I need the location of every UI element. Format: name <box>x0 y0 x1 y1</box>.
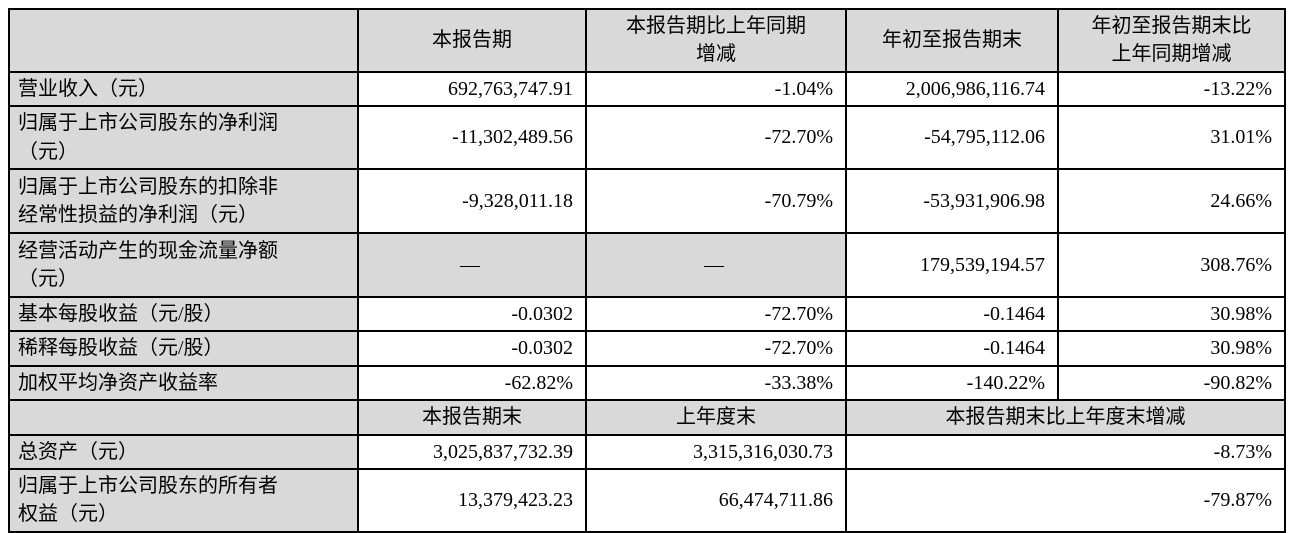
row-label-cell: 归属于上市公司股东的净利润 （元） <box>8 105 359 170</box>
header-current-period-yoy-change: 本报告期比上年同期 增减 <box>585 8 847 73</box>
value-cell: -11,302,489.56 <box>357 105 587 170</box>
row-label-cell: 经营活动产生的现金流量净额 （元） <box>8 231 359 298</box>
value-cell: -62.82% <box>357 364 587 402</box>
value-cell: 13,379,423.23 <box>357 467 587 533</box>
header-current-period: 本报告期 <box>357 8 587 73</box>
table-row: 稀释每股收益（元/股） -0.0302 -72.70% -0.1464 30.98% <box>8 330 1286 367</box>
value-cell: 3,025,837,732.39 <box>357 433 587 470</box>
value-cell: -72.70% <box>585 295 847 333</box>
value-cell: -0.1464 <box>845 295 1059 333</box>
value-cell: 179,539,194.57 <box>845 231 1059 298</box>
subheader-change-vs-last-year-end: 本报告期末比上年度末增减 <box>845 399 1286 436</box>
value-cell: 24.66% <box>1057 167 1286 234</box>
table-row: 加权平均净资产收益率 -62.82% -33.38% -140.22% -90.82% <box>8 364 1286 402</box>
value-cell: -72.70% <box>585 105 847 170</box>
table-row: 总资产（元） 3,025,837,732.39 3,315,316,030.73 -8… <box>8 433 1286 470</box>
row-label-cell: 总资产（元） <box>8 433 359 470</box>
value-cell: 30.98% <box>1057 330 1286 367</box>
value-cell: -0.1464 <box>845 330 1059 367</box>
value-cell: -13.22% <box>1057 70 1286 108</box>
subheader-corner-cell <box>8 399 359 436</box>
row-label-cell: 基本每股收益（元/股） <box>8 295 359 333</box>
value-cell: 31.01% <box>1057 105 1286 170</box>
header-year-to-date: 年初至报告期末 <box>845 8 1059 73</box>
value-cell-merged: -8.73% <box>845 433 1286 470</box>
value-cell: -72.70% <box>585 330 847 367</box>
row-label-cell: 归属于上市公司股东的扣除非 经常性损益的净利润（元） <box>8 167 359 234</box>
not-applicable-cell: — <box>357 231 587 298</box>
subheader-end-of-last-year: 上年度末 <box>585 399 847 436</box>
table-row: 经营活动产生的现金流量净额 （元） — —179,539,194.57 308.76% <box>8 231 1286 298</box>
value-cell: -9,328,011.18 <box>357 167 587 234</box>
value-cell-merged: -79.87% <box>845 467 1286 533</box>
value-cell: -1.04% <box>585 70 847 108</box>
value-cell: -90.82% <box>1057 364 1286 402</box>
financial-summary-table: 本报告期 本报告期比上年同期 增减 年初至报告期末 年初至报告期末比 上年同期增… <box>8 8 1286 533</box>
table-row: 归属于上市公司股东的所有者 权益（元） 13,379,423.23 66,474,7… <box>8 467 1286 533</box>
row-label-cell: 归属于上市公司股东的所有者 权益（元） <box>8 467 359 533</box>
value-cell: 308.76% <box>1057 231 1286 298</box>
table-subheader-row: 本报告期末 上年度末 本报告期末比上年度末增减 <box>8 399 1286 436</box>
row-label-cell: 营业收入（元） <box>8 70 359 108</box>
value-cell: -0.0302 <box>357 330 587 367</box>
table-row: 归属于上市公司股东的净利润 （元） -11,302,489.56 -72.70% -5… <box>8 105 1286 170</box>
value-cell: 66,474,711.86 <box>585 467 847 533</box>
value-cell: -0.0302 <box>357 295 587 333</box>
row-label-cell: 加权平均净资产收益率 <box>8 364 359 402</box>
value-cell: -53,931,906.98 <box>845 167 1059 234</box>
header-corner-cell <box>8 8 359 73</box>
table-header-row: 本报告期 本报告期比上年同期 增减 年初至报告期末 年初至报告期末比 上年同期增… <box>8 8 1286 73</box>
value-cell: 3,315,316,030.73 <box>585 433 847 470</box>
not-applicable-cell: — <box>585 231 847 298</box>
header-year-to-date-yoy-change: 年初至报告期末比 上年同期增减 <box>1057 8 1286 73</box>
value-cell: -54,795,112.06 <box>845 105 1059 170</box>
value-cell: -70.79% <box>585 167 847 234</box>
value-cell: 692,763,747.91 <box>357 70 587 108</box>
row-label-cell: 稀释每股收益（元/股） <box>8 330 359 367</box>
subheader-end-of-period: 本报告期末 <box>357 399 587 436</box>
table-row: 基本每股收益（元/股） -0.0302 -72.70% -0.1464 30.98% <box>8 295 1286 333</box>
value-cell: 2,006,986,116.74 <box>845 70 1059 108</box>
table-row: 归属于上市公司股东的扣除非 经常性损益的净利润（元） -9,328,011.18-… <box>8 167 1286 234</box>
value-cell: -140.22% <box>845 364 1059 402</box>
value-cell: 30.98% <box>1057 295 1286 333</box>
value-cell: -33.38% <box>585 364 847 402</box>
table-row: 营业收入（元） 692,763,747.91 -1.04% 2,006,986,116… <box>8 70 1286 108</box>
